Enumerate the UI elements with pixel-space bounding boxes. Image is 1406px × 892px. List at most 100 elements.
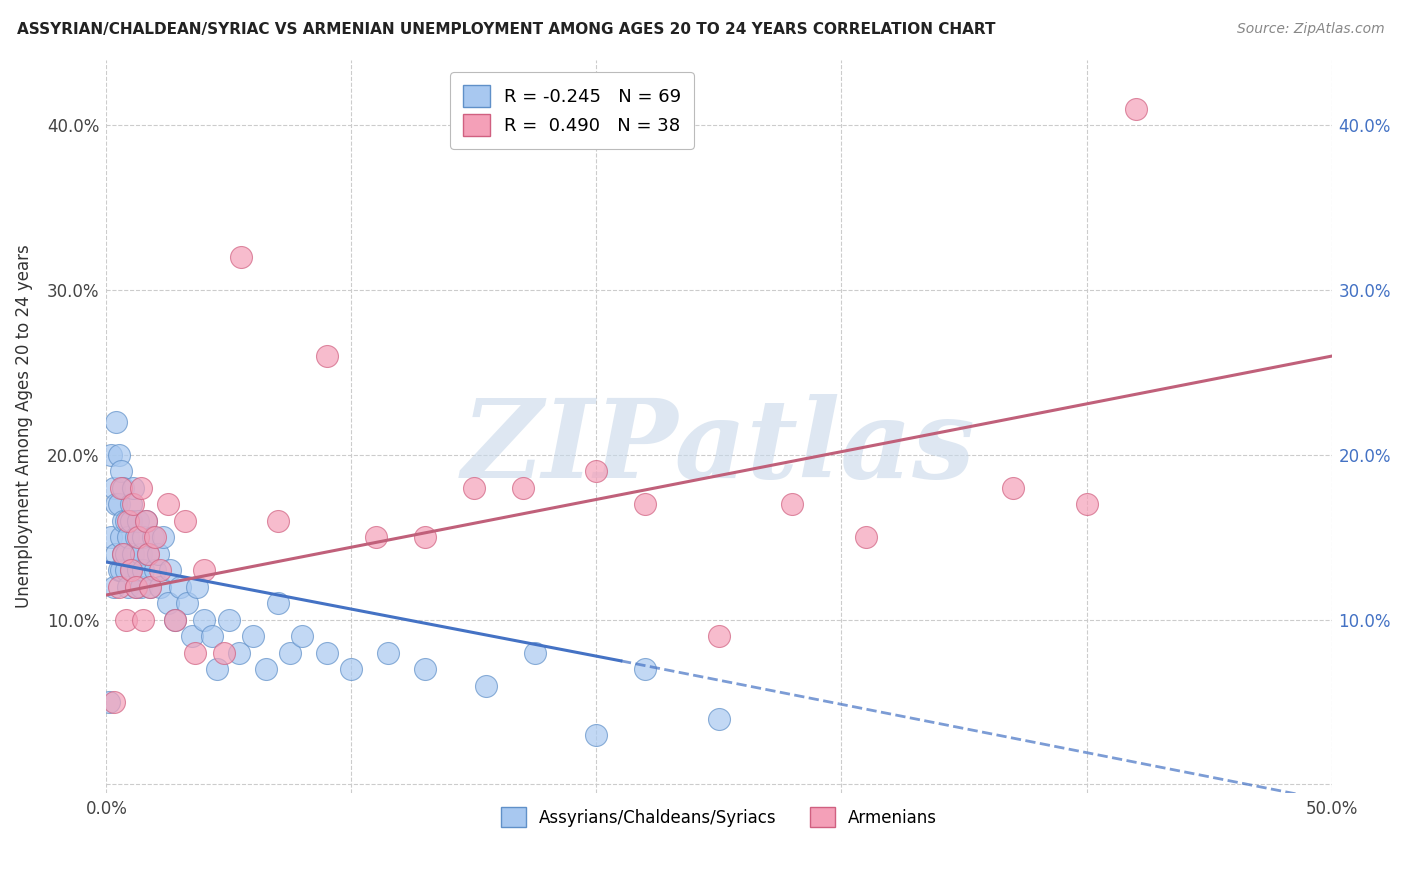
Point: [183, 646, 205, 660]
Point: [127, 530, 149, 544]
Point: [100, 448, 122, 462]
Point: [143, 530, 166, 544]
Legend: Assyrians/Chaldeans/Syriacs, Armenians: Assyrians/Chaldeans/Syriacs, Armenians: [492, 798, 946, 836]
Point: [149, 580, 172, 594]
Point: [103, 695, 125, 709]
Point: [125, 580, 148, 594]
Point: [117, 530, 139, 544]
Point: [267, 514, 290, 528]
Point: [193, 613, 215, 627]
Point: [377, 646, 399, 660]
Point: [107, 448, 129, 462]
Point: [176, 596, 198, 610]
Point: [125, 530, 148, 544]
Text: ASSYRIAN/CHALDEAN/SYRIAC VS ARMENIAN UNEMPLOYMENT AMONG AGES 20 TO 24 YEARS CORR: ASSYRIAN/CHALDEAN/SYRIAC VS ARMENIAN UNE…: [17, 22, 995, 37]
Point: [201, 629, 224, 643]
Point: [135, 514, 157, 528]
Point: [156, 596, 179, 610]
Text: Source: ZipAtlas.com: Source: ZipAtlas.com: [1237, 22, 1385, 37]
Point: [115, 563, 138, 577]
Point: [707, 712, 730, 726]
Point: [512, 481, 534, 495]
Point: [205, 662, 228, 676]
Point: [229, 250, 252, 264]
Point: [173, 514, 195, 528]
Point: [585, 465, 607, 479]
Point: [112, 547, 135, 561]
Point: [193, 563, 215, 577]
Point: [159, 563, 181, 577]
Point: [129, 580, 152, 594]
Point: [163, 613, 186, 627]
Point: [413, 662, 436, 676]
Point: [120, 514, 142, 528]
Point: [129, 547, 152, 561]
Point: [115, 514, 138, 528]
Point: [112, 547, 135, 561]
Point: [120, 497, 142, 511]
Point: [315, 646, 337, 660]
Point: [107, 497, 129, 511]
Point: [132, 530, 155, 544]
Point: [143, 563, 166, 577]
Point: [107, 580, 129, 594]
Point: [782, 497, 804, 511]
Point: [110, 563, 132, 577]
Point: [146, 547, 169, 561]
Point: [122, 497, 145, 511]
Point: [634, 662, 657, 676]
Point: [1076, 497, 1098, 511]
Point: [142, 530, 165, 544]
Text: ZIPatlas: ZIPatlas: [463, 394, 976, 502]
Point: [186, 580, 208, 594]
Point: [152, 530, 174, 544]
Point: [115, 547, 138, 561]
Point: [122, 547, 145, 561]
Point: [125, 580, 148, 594]
Point: [340, 662, 363, 676]
Point: [127, 563, 149, 577]
Point: [100, 530, 122, 544]
Point: [278, 646, 301, 660]
Point: [127, 514, 149, 528]
Point: [315, 349, 337, 363]
Point: [129, 481, 152, 495]
Point: [97, 695, 120, 709]
Point: [585, 728, 607, 742]
Point: [163, 613, 186, 627]
Point: [107, 563, 129, 577]
Point: [115, 613, 138, 627]
Point: [218, 613, 240, 627]
Point: [1001, 481, 1024, 495]
Point: [112, 481, 135, 495]
Point: [110, 481, 132, 495]
Point: [117, 514, 139, 528]
Point: [1125, 102, 1147, 116]
Point: [105, 547, 128, 561]
Point: [181, 629, 204, 643]
Point: [110, 465, 132, 479]
Point: [707, 629, 730, 643]
Point: [132, 563, 155, 577]
Point: [120, 563, 142, 577]
Point: [120, 563, 142, 577]
Point: [136, 547, 159, 561]
Point: [212, 646, 235, 660]
Point: [110, 530, 132, 544]
Point: [855, 530, 877, 544]
Point: [136, 547, 159, 561]
Point: [156, 497, 179, 511]
Point: [135, 514, 157, 528]
Point: [112, 514, 135, 528]
Point: [103, 481, 125, 495]
Point: [149, 563, 172, 577]
Point: [103, 580, 125, 594]
Point: [117, 580, 139, 594]
Point: [122, 481, 145, 495]
Point: [169, 580, 191, 594]
Point: [463, 481, 485, 495]
Point: [139, 580, 162, 594]
Point: [634, 497, 657, 511]
Point: [105, 415, 128, 429]
Point: [139, 580, 162, 594]
